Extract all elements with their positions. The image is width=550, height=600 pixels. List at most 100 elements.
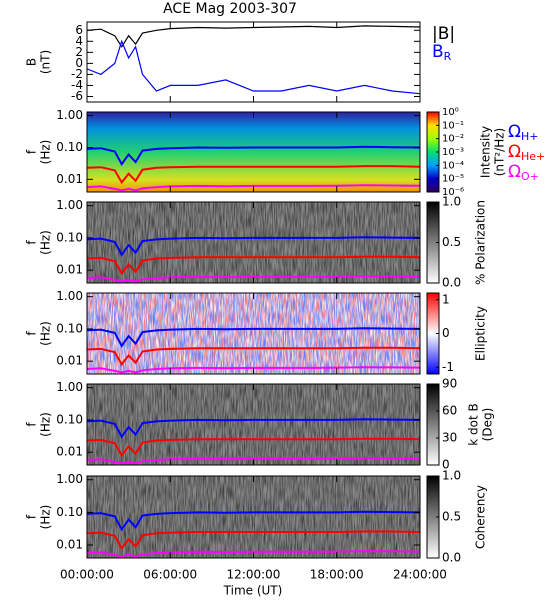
x-tick-label: 24:00:00 — [393, 568, 447, 582]
colorbar-label: Ellipticity — [474, 306, 488, 361]
colorbar-tick-label: 0 — [442, 458, 450, 472]
y-tick-label: 0.01 — [56, 538, 83, 552]
colorbar-tick-label: 1 — [442, 292, 450, 306]
colorbar — [426, 383, 440, 466]
x-axis-label: Time (UT) — [223, 584, 283, 598]
series-line — [87, 25, 420, 48]
colorbar-label: (Deg) — [481, 408, 495, 442]
legend-name: |B| — [432, 24, 455, 44]
y-tick-label: 0.10 — [56, 412, 83, 426]
legend-sub: O+ — [521, 170, 539, 183]
y-tick-label: 0.10 — [56, 230, 83, 244]
series-line — [87, 437, 420, 458]
y-tick-label: 1.00 — [56, 472, 83, 486]
colorbar-tick-label: 90 — [442, 377, 457, 391]
legend-label: ΩH+ — [508, 122, 539, 143]
chart-title: ACE Mag 2003-307 — [163, 1, 297, 17]
colorbar-tick-label: 1.0 — [442, 195, 461, 209]
colorbar-label: (nT²/Hz) — [493, 128, 507, 176]
series-line — [87, 165, 420, 185]
y-tick-label: 1.00 — [56, 289, 83, 303]
y-axis-label: f — [25, 240, 39, 245]
colorbar-tick-label: 0.5 — [442, 235, 461, 249]
colorbar-tick-label: 0.0 — [442, 276, 461, 290]
y-tick-label: -6 — [71, 89, 83, 103]
colorbar-tick-label: 10⁻⁵ — [442, 174, 464, 185]
colorbar-tick-label: 1.0 — [442, 469, 461, 483]
y-tick-label: 6 — [75, 23, 83, 37]
series-line — [87, 255, 420, 276]
legend-name: Ω — [508, 122, 521, 142]
y-axis-label: f — [25, 149, 39, 154]
series-line — [87, 366, 420, 374]
x-tick-label: 06:00:00 — [143, 568, 197, 582]
y-axis-label: (Hz) — [39, 321, 53, 346]
y-tick-label: -4 — [71, 78, 83, 92]
legend-sub: He+ — [521, 150, 545, 163]
y-axis-label: f — [25, 331, 39, 336]
series-line — [87, 550, 420, 558]
series-line — [87, 236, 420, 257]
colorbar-tick-label: 10⁻⁴ — [442, 160, 464, 171]
series-line — [87, 145, 420, 166]
y-tick-label: 0.01 — [56, 445, 83, 459]
colorbar-tick-label: -1 — [442, 360, 454, 374]
legend-name: Ω — [508, 162, 521, 182]
series-line — [87, 39, 420, 95]
legend-name: Ω — [508, 142, 521, 162]
colorbar-tick-label: 30 — [442, 431, 457, 445]
y-tick-label: 1.00 — [56, 198, 83, 212]
colorbar-tick-label: 10⁻⁶ — [442, 187, 464, 198]
legend-label: ΩHe+ — [508, 142, 545, 163]
y-axis-label: f — [25, 514, 39, 519]
colorbar-label: Coherency — [474, 485, 488, 549]
colorbar-tick-label: 60 — [442, 404, 457, 418]
y-tick-label: 0.10 — [56, 321, 83, 335]
y-tick-label: 0.01 — [56, 263, 83, 277]
series-line — [87, 184, 420, 192]
y-axis-label: B — [25, 58, 39, 66]
series-line — [87, 457, 420, 465]
y-axis-label: (Hz) — [39, 230, 53, 255]
x-tick-label: 12:00:00 — [227, 568, 281, 582]
colorbar-tick-label: 0.5 — [442, 510, 461, 524]
x-tick-label: 18:00:00 — [310, 568, 364, 582]
colorbar-tick-label: 10⁻³ — [442, 147, 464, 158]
colorbar-label: k dot B — [467, 403, 481, 445]
y-tick-label: 0.01 — [56, 172, 83, 186]
legend-label: ΩO+ — [508, 162, 539, 183]
series-line — [87, 346, 420, 367]
colorbar-tick-label: 0.0 — [442, 551, 461, 565]
y-tick-label: 0.10 — [56, 140, 83, 154]
y-tick-label: 1.00 — [56, 108, 83, 122]
series-line — [87, 327, 420, 348]
y-axis-label: (nT) — [39, 50, 53, 74]
y-axis-label: (Hz) — [39, 412, 53, 437]
colorbar-label: % Polarization — [474, 200, 488, 285]
colorbar-tick-label: 10⁰ — [442, 107, 459, 118]
series-line — [87, 510, 420, 532]
series-line — [87, 530, 420, 551]
legend-sub: R — [444, 50, 452, 63]
y-tick-label: 2 — [75, 45, 83, 59]
plot-frame — [86, 21, 421, 103]
y-axis-label: (Hz) — [39, 505, 53, 530]
y-tick-label: -2 — [71, 67, 83, 81]
legend-name: B — [432, 42, 444, 62]
colorbar-label: Intensity — [479, 126, 493, 178]
colorbar-tick-label: 0 — [442, 326, 450, 340]
y-tick-label: 1.00 — [56, 380, 83, 394]
x-tick-label: 00:00:00 — [60, 568, 114, 582]
colorbar-tick-label: 10⁻² — [442, 134, 464, 145]
series-line — [87, 275, 420, 283]
y-tick-label: 0.01 — [56, 354, 83, 368]
y-tick-label: 4 — [75, 34, 83, 48]
y-axis-label: f — [25, 422, 39, 427]
colorbar-tick-label: 10⁻¹ — [442, 120, 464, 131]
legend-label: BR — [432, 42, 452, 63]
legend-label: |B| — [432, 24, 455, 44]
series-line — [87, 418, 420, 439]
legend-sub: H+ — [521, 130, 539, 143]
